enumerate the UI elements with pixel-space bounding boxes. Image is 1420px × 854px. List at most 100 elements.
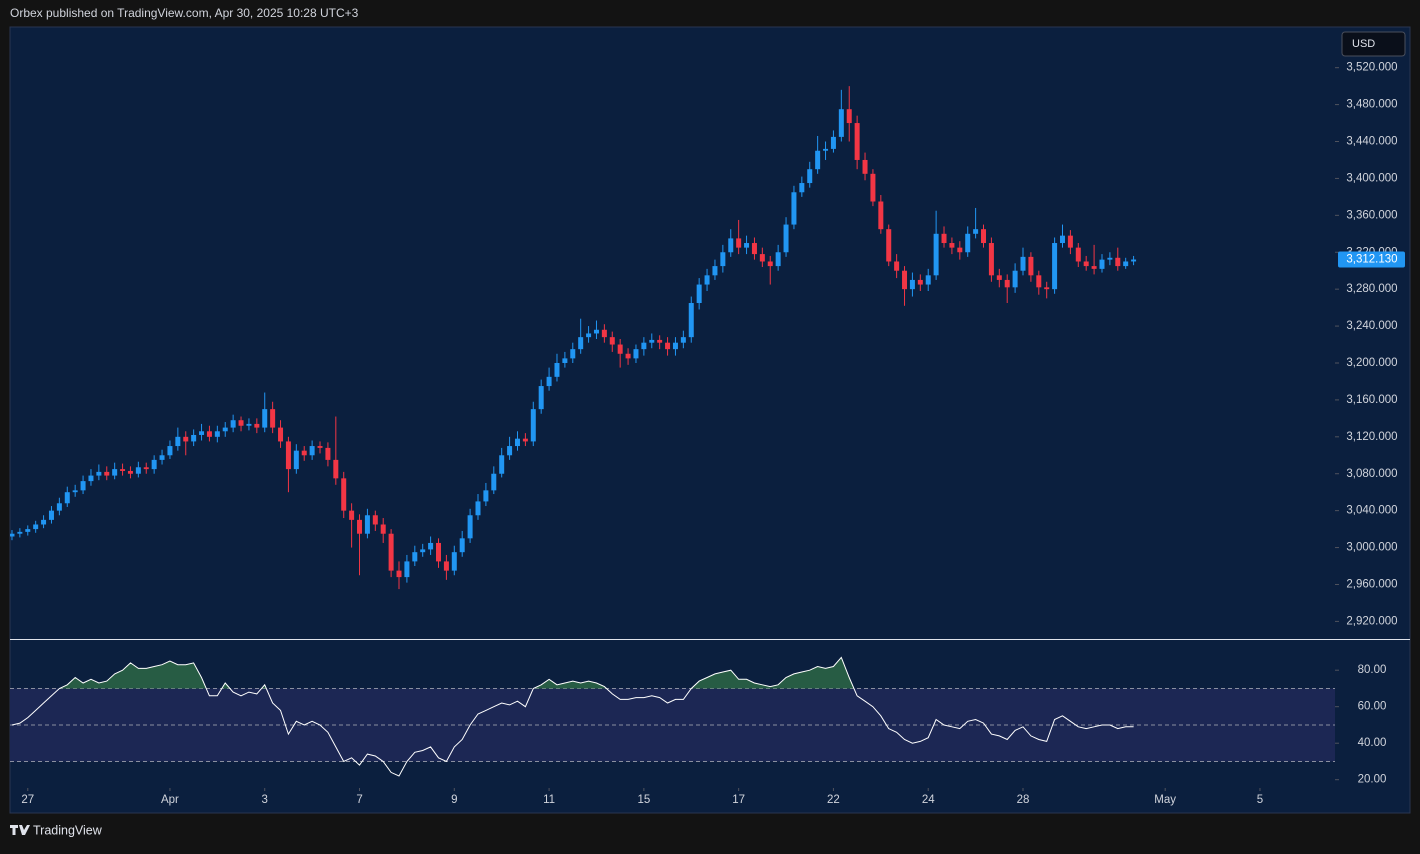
candle-body	[973, 229, 979, 234]
candle-body	[151, 459, 157, 470]
candle-body	[744, 243, 750, 248]
candle-body	[80, 481, 86, 491]
x-tick-label: Apr	[161, 794, 179, 806]
candle-body	[325, 447, 331, 460]
candle-body	[680, 337, 686, 343]
candle-body	[815, 150, 821, 170]
candle-body	[688, 303, 694, 338]
candle-body	[957, 247, 963, 253]
candle-body	[759, 254, 765, 262]
candle-body	[143, 467, 149, 470]
y-tick-label: 3,000.000	[1346, 542, 1397, 554]
candle-body	[878, 201, 884, 230]
candle-body	[507, 446, 513, 456]
candle-body	[665, 342, 671, 350]
candle-body	[862, 159, 868, 174]
y-tick-label: 3,280.000	[1346, 283, 1397, 295]
y-tick-label: 2,920.000	[1346, 615, 1397, 627]
candle-body	[609, 337, 615, 345]
x-tick-label: 11	[543, 794, 555, 806]
candle-body	[570, 349, 576, 359]
candle-body	[514, 438, 520, 447]
y-tick-label: 3,080.000	[1346, 468, 1397, 480]
candle-body	[1123, 261, 1129, 267]
x-tick-label: 28	[1017, 794, 1030, 806]
candle-body	[902, 270, 908, 290]
candle-body	[593, 329, 599, 334]
candle-body	[1067, 235, 1073, 248]
candle-body	[854, 123, 860, 160]
rsi-overbought-fill	[12, 657, 1134, 689]
axes: 2,920.000 2,960.000 3,000.000 3,040.000 3,08…	[21, 62, 1405, 806]
candle-body	[467, 515, 473, 539]
y-tick-label: 3,040.000	[1346, 505, 1397, 517]
candle-body	[72, 490, 78, 493]
candle-body	[586, 333, 592, 338]
currency-label[interactable]: USD	[1352, 38, 1375, 50]
candle-body	[981, 229, 987, 244]
candle-body	[309, 446, 315, 456]
candle-body	[483, 490, 489, 502]
candle-body	[159, 455, 165, 460]
candle-body	[562, 358, 568, 363]
candle-body	[341, 478, 347, 511]
candle-body	[120, 469, 126, 471]
candle-body	[886, 229, 892, 262]
candle-body	[791, 192, 797, 225]
x-tick-label: 17	[732, 794, 745, 806]
rsi-tick-label: 60.00	[1358, 701, 1387, 713]
last-price-label: 3,312.130	[1346, 254, 1397, 266]
candle-body	[704, 275, 710, 285]
x-tick-label: 7	[356, 794, 362, 806]
candle-body	[1059, 235, 1065, 244]
candle-body	[230, 420, 236, 428]
candle-body	[633, 349, 639, 359]
brand-logo: TradingView	[10, 823, 103, 837]
x-tick-label: 9	[451, 794, 457, 806]
candle-body	[127, 470, 133, 474]
candle-body	[965, 233, 971, 253]
candle-body	[333, 459, 339, 479]
candle-body	[1083, 261, 1089, 267]
y-tick-label: 3,120.000	[1346, 431, 1397, 443]
candle-body	[436, 542, 442, 562]
candle-body	[751, 243, 757, 255]
candle-body	[10, 533, 15, 537]
x-tick-label: 27	[21, 794, 34, 806]
candle-body	[17, 531, 23, 534]
candle-body	[1044, 287, 1050, 290]
candle-body	[807, 169, 813, 184]
candle-body	[625, 353, 631, 359]
candle-body	[491, 473, 497, 491]
candle-body	[48, 510, 54, 520]
candle-body	[728, 238, 734, 253]
currency-button[interactable]	[1341, 31, 1406, 57]
rsi-line	[11, 656, 1134, 777]
candle-body	[1012, 270, 1018, 288]
candle-body	[617, 344, 623, 354]
candle-body	[941, 233, 947, 244]
candle-body	[104, 471, 110, 476]
candle-body	[167, 446, 173, 456]
candle-body	[364, 515, 370, 534]
candle-body	[530, 409, 536, 442]
rsi-pane	[10, 656, 1335, 777]
candle-body	[736, 238, 742, 248]
y-tick-label: 3,360.000	[1346, 209, 1397, 221]
candle-body	[767, 261, 773, 267]
candle-body	[522, 438, 528, 442]
candle-body	[1091, 266, 1097, 269]
candle-body	[64, 492, 70, 504]
candle-body	[1099, 259, 1105, 269]
publisher-line: Orbex published on TradingView.com, Apr …	[10, 6, 359, 20]
candle-body	[214, 431, 220, 437]
candle-body	[41, 519, 47, 525]
candle-body	[917, 279, 923, 285]
y-tick-label: 3,480.000	[1346, 99, 1397, 111]
candle-body	[499, 455, 505, 474]
candle-body	[1052, 243, 1058, 290]
y-tick-label: 2,960.000	[1346, 579, 1397, 591]
candle-body	[838, 109, 844, 137]
candle-body	[823, 148, 829, 151]
